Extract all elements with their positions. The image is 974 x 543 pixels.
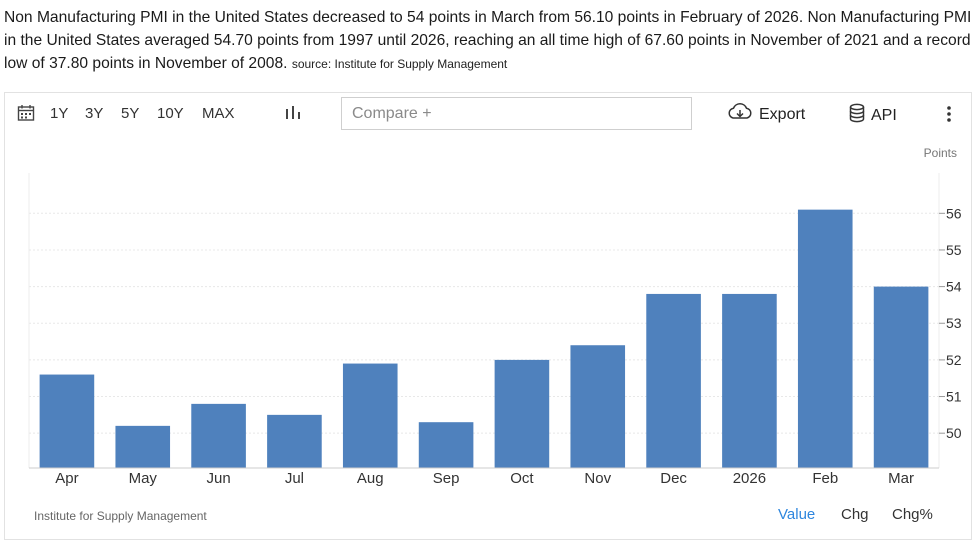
footer-source: Institute for Supply Management	[34, 509, 207, 523]
x-tick-label: Nov	[584, 470, 611, 487]
x-tick-label: Sep	[433, 470, 460, 487]
x-tick-label: Apr	[55, 470, 78, 487]
grid-lines	[28, 173, 940, 468]
chart-panel: 1Y 3Y 5Y 10Y MAX Export	[4, 92, 972, 540]
x-tick-label: Jun	[206, 470, 230, 487]
cloud-download-icon	[727, 103, 753, 126]
x-tick-label: Oct	[510, 470, 534, 487]
bar[interactable]	[115, 425, 171, 468]
axes: 50 51 52 53 54 55 56 Apr May Jun Jul Aug Sep Oct Nov De…	[29, 205, 962, 487]
range-3y-button[interactable]: 3Y	[85, 105, 104, 122]
bar[interactable]	[873, 286, 929, 468]
y-tick-label: 54	[946, 279, 962, 295]
bar[interactable]	[191, 403, 246, 468]
bar[interactable]	[418, 422, 474, 468]
x-tick-label: Aug	[357, 470, 384, 487]
range-5y-button[interactable]: 5Y	[121, 105, 140, 122]
bar[interactable]	[342, 363, 398, 468]
x-tick-label: Dec	[660, 470, 687, 487]
unit-label: Points	[924, 146, 957, 160]
y-tick-label: 52	[946, 352, 962, 368]
bar-chart: 50 51 52 53 54 55 56 Apr May Jun Jul Aug Sep Oct Nov De…	[28, 146, 962, 487]
api-label: API	[871, 106, 897, 124]
x-tick-label: May	[129, 470, 158, 487]
more-options-icon[interactable]	[946, 105, 952, 127]
bar[interactable]	[494, 359, 550, 468]
api-button[interactable]: API	[849, 103, 897, 128]
y-tick-label: 51	[946, 389, 962, 405]
x-tick-label: 2026	[733, 470, 766, 487]
bar[interactable]	[39, 374, 95, 468]
x-tick-label: Mar	[888, 470, 914, 487]
x-tick-label: Jul	[285, 470, 304, 487]
chart-description: Non Manufacturing PMI in the United Stat…	[4, 6, 972, 76]
bar[interactable]	[646, 293, 701, 468]
bar[interactable]	[267, 414, 322, 468]
range-10y-button[interactable]: 10Y	[157, 105, 184, 122]
range-max-button[interactable]: MAX	[202, 105, 235, 122]
x-tick-label: Feb	[812, 470, 838, 487]
description-source: source: Institute for Supply Management	[291, 57, 508, 71]
tab-value[interactable]: Value	[778, 506, 816, 523]
range-1y-button[interactable]: 1Y	[50, 105, 69, 122]
y-tick-label: 56	[946, 205, 962, 221]
compare-input[interactable]	[341, 97, 692, 130]
tab-chg-pct[interactable]: Chg%	[892, 506, 933, 523]
bar[interactable]	[722, 293, 777, 468]
description-text: Non Manufacturing PMI in the United Stat…	[4, 9, 972, 72]
bar[interactable]	[570, 345, 626, 468]
y-tick-label: 53	[946, 315, 962, 331]
y-tick-label: 55	[946, 242, 962, 258]
export-button[interactable]: Export	[727, 103, 805, 126]
bar[interactable]	[797, 209, 853, 468]
chart-toolbar: 1Y 3Y 5Y 10Y MAX Export	[5, 93, 971, 135]
database-icon	[849, 103, 865, 128]
calendar-icon[interactable]	[17, 104, 35, 126]
export-label: Export	[759, 105, 806, 123]
chart-type-icon[interactable]	[285, 105, 301, 125]
tab-chg[interactable]: Chg	[841, 506, 869, 523]
bars	[39, 209, 929, 468]
y-tick-label: 50	[946, 425, 962, 441]
